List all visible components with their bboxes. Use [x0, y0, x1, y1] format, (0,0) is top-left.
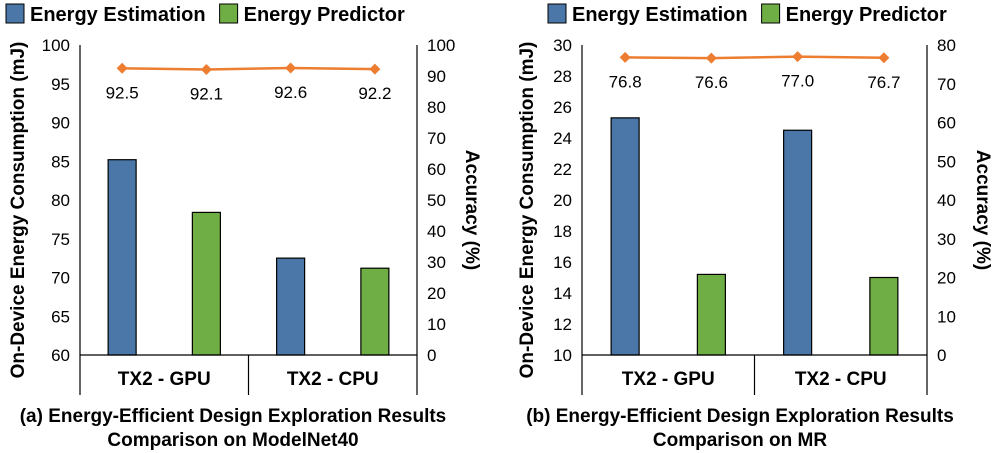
y2-tick-label: 20	[937, 269, 956, 288]
bar-predictor-cpu	[360, 267, 390, 356]
y-tick-label: 18	[553, 222, 572, 241]
y2-tick-label: 10	[427, 315, 446, 334]
y-tick-label: 26	[553, 98, 572, 117]
y-tick-label: 85	[51, 152, 70, 171]
y-tick-label: 80	[51, 191, 70, 210]
y2-tick-label: 60	[937, 114, 956, 133]
legend-swatch-estimation	[547, 3, 567, 24]
accuracy-marker	[369, 63, 381, 75]
bar-estimation-cpu	[276, 257, 306, 356]
y-tick-label: 70	[51, 269, 70, 288]
accuracy-data-label: 76.8	[609, 72, 642, 91]
category-label-cpu: TX2 - CPU	[795, 369, 887, 390]
legend-swatch-predictor	[761, 3, 781, 24]
chart-title: (a) Energy-Efficient Design Exploration …	[20, 406, 447, 427]
category-label-gpu: TX2 - GPU	[118, 369, 211, 390]
accuracy-data-label: 77.0	[781, 72, 814, 91]
accuracy-marker	[705, 52, 717, 64]
y-tick-label: 14	[553, 284, 572, 303]
y-tick-label: 28	[553, 67, 572, 86]
y-axis-title: On-Device Energy Consumption (mJ)	[8, 42, 29, 379]
y2-tick-label: 80	[427, 98, 446, 117]
y-tick-label: 24	[553, 129, 572, 148]
y2-tick-label: 0	[427, 346, 436, 365]
y2-tick-label: 10	[937, 307, 956, 326]
bar-predictor-gpu	[696, 273, 726, 356]
accuracy-marker	[200, 63, 212, 75]
legend-label-estimation: Energy Estimation	[572, 4, 748, 26]
y-tick-label: 30	[553, 36, 572, 55]
y2-tick-label: 40	[427, 222, 446, 241]
category-label-cpu: TX2 - CPU	[287, 369, 379, 390]
y2-tick-label: 40	[937, 191, 956, 210]
y-tick-label: 65	[51, 307, 70, 326]
y-tick-label: 60	[51, 346, 70, 365]
y-tick-label: 95	[51, 75, 70, 94]
y-tick-label: 12	[553, 315, 572, 334]
y-tick-label: 100	[42, 36, 70, 55]
y2-tick-label: 60	[427, 160, 446, 179]
legend-swatch-estimation	[5, 3, 25, 24]
chart-panel-a: Energy Estimation Energy Predictor 60 65 70 7…	[5, 3, 482, 451]
chart-panel-b: Energy Estimation Energy Predictor 10 12 14 1…	[517, 3, 993, 451]
bar-predictor-gpu	[191, 211, 221, 356]
y2-tick-label: 20	[427, 284, 446, 303]
accuracy-data-label: 92.1	[190, 84, 223, 103]
y-tick-label: 10	[553, 346, 572, 365]
legend-label-estimation: Energy Estimation	[30, 4, 206, 26]
accuracy-line	[122, 66, 375, 71]
category-label-gpu: TX2 - GPU	[622, 369, 715, 390]
y-axis-title: On-Device Energy Consumption (mJ)	[517, 42, 538, 379]
accuracy-line	[625, 55, 884, 60]
chart-subtitle: Comparison on MR	[653, 430, 827, 451]
y-tick-label: 90	[51, 114, 70, 133]
y2-tick-label: 90	[427, 67, 446, 86]
bar-estimation-cpu	[783, 129, 813, 356]
accuracy-data-label: 76.6	[695, 73, 728, 92]
accuracy-data-label: 92.5	[106, 83, 139, 102]
y2-axis-title: Accuracy (%)	[972, 150, 993, 270]
accuracy-marker	[878, 52, 890, 64]
bar-estimation-gpu	[107, 159, 137, 356]
y-tick-label: 16	[553, 253, 572, 272]
y2-tick-label: 100	[427, 36, 455, 55]
accuracy-marker	[792, 51, 804, 63]
y2-tick-label: 80	[937, 36, 956, 55]
y-tick-label: 22	[553, 160, 572, 179]
legend-label-predictor: Energy Predictor	[786, 4, 947, 26]
accuracy-data-label: 92.6	[274, 83, 307, 102]
y2-tick-label: 30	[427, 253, 446, 272]
y2-tick-label: 70	[937, 75, 956, 94]
accuracy-marker	[285, 62, 297, 74]
y2-tick-label: 50	[937, 152, 956, 171]
y-tick-label: 20	[553, 191, 572, 210]
y2-tick-label: 30	[937, 230, 956, 249]
bar-estimation-gpu	[610, 117, 640, 356]
legend-label-predictor: Energy Predictor	[244, 4, 405, 26]
y2-tick-label: 50	[427, 191, 446, 210]
y2-tick-label: 70	[427, 129, 446, 148]
y2-tick-label: 0	[937, 346, 946, 365]
y-tick-label: 75	[51, 230, 70, 249]
legend-swatch-predictor	[219, 3, 239, 24]
accuracy-data-label: 92.2	[358, 84, 391, 103]
chart-title: (b) Energy-Efficient Design Exploration …	[526, 406, 954, 427]
accuracy-marker	[619, 51, 631, 63]
bar-predictor-cpu	[869, 276, 899, 356]
chart-subtitle: Comparison on ModelNet40	[107, 430, 358, 451]
accuracy-marker	[116, 62, 128, 74]
y2-axis-title: Accuracy (%)	[461, 150, 482, 270]
accuracy-data-label: 76.7	[867, 73, 900, 92]
